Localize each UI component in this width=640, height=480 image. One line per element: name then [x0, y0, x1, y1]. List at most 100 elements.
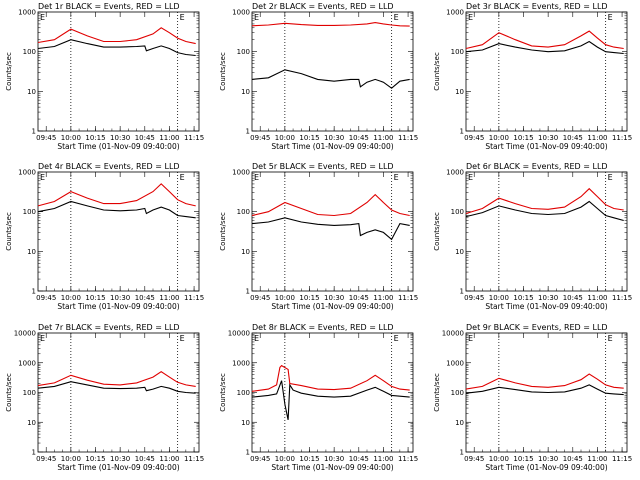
y-tick-label: 10000	[228, 330, 250, 338]
corner-label: E	[254, 173, 259, 182]
series-lld-line	[465, 187, 624, 215]
x-tick-label: 10:30	[538, 134, 558, 142]
y-tick-label: 100	[237, 208, 250, 216]
y-tick-label: 1	[460, 449, 464, 457]
series-events-line	[465, 200, 624, 222]
x-axis-label: Start Time (01-Nov-09 09:40:00)	[271, 463, 393, 472]
x-tick-label: 10:30	[538, 455, 558, 463]
x-tick-label: 10:00	[489, 455, 509, 463]
x-tick-label: 10:15	[513, 294, 533, 302]
series-events-line	[251, 217, 410, 241]
y-tick-label: 1000	[232, 169, 250, 177]
detector-panel-2: Det 2r BLACK = Events, RED = LLD 1 10 100 10…	[219, 2, 418, 151]
x-tick-label: 11:15	[184, 294, 204, 302]
series-events-line	[37, 381, 196, 394]
panel-title: Det 8r BLACK = Events, RED = LLD	[252, 323, 394, 332]
x-axis-label: Start Time (01-Nov-09 09:40:00)	[271, 302, 393, 311]
x-tick-label: 09:45	[250, 455, 270, 463]
x-tick-label: 10:45	[349, 294, 369, 302]
y-tick-label: 10	[241, 419, 250, 427]
y-axis-label: Counts/sec	[219, 52, 227, 91]
y-tick-label: 100	[23, 389, 36, 397]
detector-panel-6: Det 6r BLACK = Events, RED = LLD 1 10 100 10…	[433, 162, 632, 311]
x-tick-label: 11:15	[184, 134, 204, 142]
corner-label: E	[40, 334, 45, 343]
detector-panel-9: Det 9r BLACK = Events, RED = LLD 1 10 100 10…	[433, 323, 632, 472]
series-lld-line	[37, 371, 196, 387]
x-tick-label: 11:00	[373, 455, 393, 463]
y-tick-label: 10	[455, 419, 464, 427]
x-tick-label: 10:45	[135, 134, 155, 142]
plot-frame	[465, 171, 628, 292]
x-tick-label: 10:45	[349, 134, 369, 142]
x-tick-label: 10:00	[61, 455, 81, 463]
detector-panel-5: Det 5r BLACK = Events, RED = LLD 1 10 100 10…	[219, 162, 418, 311]
y-tick-label: 1000	[446, 169, 464, 177]
x-tick-label: 10:00	[275, 134, 295, 142]
corner-label: E	[180, 13, 185, 22]
y-tick-label: 1	[32, 128, 36, 136]
corner-label: E	[608, 13, 613, 22]
panel-title: Det 9r BLACK = Events, RED = LLD	[466, 323, 608, 332]
y-tick-label: 10	[241, 248, 250, 256]
corner-label: E	[40, 173, 45, 182]
x-tick-label: 10:30	[110, 294, 130, 302]
series-lld-line	[37, 183, 196, 207]
plot-frame	[37, 332, 200, 453]
x-tick-label: 11:15	[398, 455, 418, 463]
panel-title: Det 6r BLACK = Events, RED = LLD	[466, 162, 608, 171]
x-tick-label: 10:45	[135, 294, 155, 302]
detector-panel-8: Det 8r BLACK = Events, RED = LLD 1 10 100 10…	[219, 323, 418, 472]
y-tick-label: 1000	[232, 9, 250, 17]
y-tick-label: 100	[451, 208, 464, 216]
corner-label: E	[180, 334, 185, 343]
x-tick-label: 10:15	[299, 455, 319, 463]
x-axis-label: Start Time (01-Nov-09 09:40:00)	[57, 463, 179, 472]
detector-panel-3: Det 3r BLACK = Events, RED = LLD 1 10 100 10…	[433, 2, 632, 151]
y-tick-label: 100	[237, 389, 250, 397]
x-tick-label: 10:30	[538, 294, 558, 302]
x-tick-label: 09:45	[36, 294, 56, 302]
y-tick-label: 10	[455, 88, 464, 96]
x-tick-label: 10:15	[513, 455, 533, 463]
panel-title: Det 7r BLACK = Events, RED = LLD	[38, 323, 180, 332]
corner-label: E	[468, 13, 473, 22]
y-tick-label: 1	[460, 288, 464, 296]
series-events-line	[37, 39, 196, 57]
y-tick-label: 1	[246, 288, 250, 296]
x-tick-label: 11:00	[587, 294, 607, 302]
corner-label: E	[394, 334, 399, 343]
y-axis-label: Counts/sec	[219, 212, 227, 251]
x-tick-label: 10:30	[110, 455, 130, 463]
detector-panel-7: Det 7r BLACK = Events, RED = LLD 1 10 100 10…	[5, 323, 204, 472]
corner-label: E	[254, 13, 259, 22]
y-tick-label: 1	[246, 449, 250, 457]
x-tick-label: 09:45	[250, 134, 270, 142]
series-lld-line	[251, 22, 410, 27]
x-axis-label: Start Time (01-Nov-09 09:40:00)	[485, 302, 607, 311]
corner-label: E	[468, 173, 473, 182]
corner-label: E	[394, 13, 399, 22]
y-axis-label: Counts/sec	[5, 373, 13, 412]
x-tick-label: 11:15	[612, 294, 632, 302]
x-tick-label: 11:15	[398, 294, 418, 302]
series-lld-line	[37, 27, 196, 45]
y-tick-label: 1000	[446, 9, 464, 17]
series-lld-line	[465, 373, 624, 390]
y-tick-label: 1000	[446, 359, 464, 367]
x-tick-label: 11:00	[373, 134, 393, 142]
x-tick-label: 10:00	[489, 134, 509, 142]
corner-label: E	[608, 334, 613, 343]
series-lld-line	[251, 364, 410, 392]
y-tick-label: 10	[241, 88, 250, 96]
x-axis-label: Start Time (01-Nov-09 09:40:00)	[485, 463, 607, 472]
x-tick-label: 10:00	[61, 294, 81, 302]
x-tick-label: 10:15	[85, 294, 105, 302]
x-tick-label: 10:45	[563, 455, 583, 463]
plot-frame	[465, 11, 628, 132]
plot-frame	[251, 171, 414, 292]
y-tick-label: 1	[460, 128, 464, 136]
y-tick-label: 100	[23, 208, 36, 216]
y-tick-label: 10	[455, 248, 464, 256]
